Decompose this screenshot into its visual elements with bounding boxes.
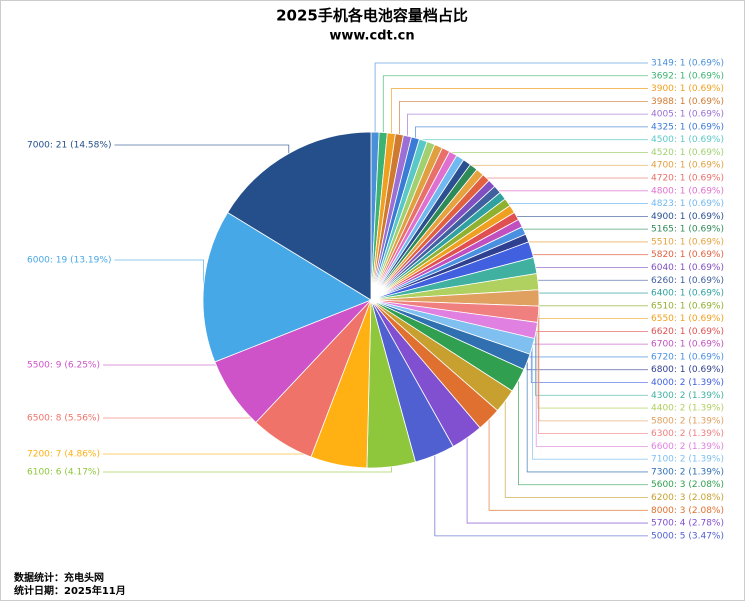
slice-label: 5600: 3 (2.08%) xyxy=(651,480,724,490)
slice-label: 6260: 1 (0.69%) xyxy=(651,276,724,286)
footer-date: 统计日期：2025年11月 xyxy=(14,584,126,597)
slice-label: 7100: 2 (1.39%) xyxy=(651,455,724,465)
leader-line xyxy=(504,401,648,498)
slice-label: 4700: 1 (0.69%) xyxy=(651,161,724,171)
slice-label: 6720: 1 (0.69%) xyxy=(651,352,724,362)
leader-line xyxy=(537,314,648,435)
slice-label: 5700: 4 (2.78%) xyxy=(651,519,724,529)
pie-slice xyxy=(227,131,372,301)
slice-label: 5500: 9 (6.25%) xyxy=(27,361,100,371)
slice-label: 4900: 1 (0.69%) xyxy=(651,212,724,222)
leader-line xyxy=(374,62,648,133)
slice-label: 6200: 3 (2.08%) xyxy=(651,493,724,503)
slice-label: 6400: 1 (0.69%) xyxy=(651,289,724,299)
slice-label: 6800: 1 (0.69%) xyxy=(651,365,724,375)
slice-label: 6040: 1 (0.69%) xyxy=(651,263,724,273)
slice-label: 6300: 2 (1.39%) xyxy=(651,429,724,439)
leader-line xyxy=(382,75,648,133)
slice-label: 6510: 1 (0.69%) xyxy=(651,301,724,311)
slice-label: 6100: 6 (4.17%) xyxy=(27,468,100,478)
chart-title: 2025手机各电池容量档占比 xyxy=(276,7,468,25)
slice-label: 5000: 5 (3.47%) xyxy=(651,531,724,541)
pie-slice xyxy=(202,211,372,363)
leader-line xyxy=(526,361,648,473)
slice-label: 4800: 1 (0.69%) xyxy=(651,186,724,196)
slice-label: 3900: 1 (0.69%) xyxy=(651,84,724,94)
chart-subtitle: www.cdt.cn xyxy=(329,29,414,44)
slice-label: 5800: 2 (1.39%) xyxy=(651,416,724,426)
leader-line xyxy=(103,466,392,473)
slice-label: 6700: 1 (0.69%) xyxy=(651,340,724,350)
slice-label: 5820: 1 (0.69%) xyxy=(651,250,724,260)
slice-label: 7200: 7 (4.86%) xyxy=(27,450,100,460)
slice-label: 4520: 1 (0.69%) xyxy=(651,148,724,158)
leader-line xyxy=(518,380,648,486)
slice-label: 8000: 3 (2.08%) xyxy=(651,506,724,516)
leader-line xyxy=(399,100,648,135)
slice-label: 6000: 19 (13.19%) xyxy=(27,256,111,266)
slice-label: 4005: 1 (0.69%) xyxy=(651,110,724,120)
leader-line xyxy=(535,330,648,447)
slice-label: 4720: 1 (0.69%) xyxy=(651,174,724,184)
slice-label: 7000: 21 (14.58%) xyxy=(27,141,111,151)
slice-label: 6600: 2 (1.39%) xyxy=(651,442,724,452)
slice-label: 4823: 1 (0.69%) xyxy=(651,199,724,209)
slice-label: 5165: 1 (0.69%) xyxy=(651,225,724,235)
footer-source: 数据统计：充电头网 xyxy=(14,571,104,584)
slice-label: 3149: 1 (0.69%) xyxy=(651,59,724,69)
slice-label: 3692: 1 (0.69%) xyxy=(651,71,724,81)
slice-label: 5510: 1 (0.69%) xyxy=(651,237,724,247)
slice-label: 7300: 2 (1.39%) xyxy=(651,467,724,477)
slice-label: 4300: 2 (1.39%) xyxy=(651,391,724,401)
slice-label: 4400: 2 (1.39%) xyxy=(651,404,724,414)
leader-line xyxy=(538,297,648,422)
slice-label: 4000: 2 (1.39%) xyxy=(651,378,724,388)
slice-label: 3988: 1 (0.69%) xyxy=(651,97,724,107)
leader-line xyxy=(407,113,648,137)
leader-line xyxy=(532,346,648,460)
leader-line xyxy=(434,455,648,537)
leader-line xyxy=(114,259,205,286)
slice-label: 6500: 8 (5.56%) xyxy=(27,414,100,424)
leader-line xyxy=(488,419,648,511)
leader-line xyxy=(114,144,290,154)
leader-line xyxy=(391,88,648,134)
slice-label: 4500: 1 (0.69%) xyxy=(651,135,724,145)
slice-label: 4325: 1 (0.69%) xyxy=(651,122,724,132)
slice-label: 6620: 1 (0.69%) xyxy=(651,327,724,337)
leader-line xyxy=(415,126,648,138)
slice-label: 6550: 1 (0.69%) xyxy=(651,314,724,324)
leader-line xyxy=(466,437,648,524)
